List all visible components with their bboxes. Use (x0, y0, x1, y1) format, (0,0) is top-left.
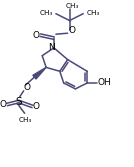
Text: S: S (15, 97, 22, 107)
Text: O: O (69, 26, 76, 35)
Text: N: N (49, 43, 55, 52)
Text: O: O (0, 100, 7, 109)
Text: O: O (23, 83, 30, 92)
Text: CH₃: CH₃ (19, 117, 32, 123)
Text: OH: OH (98, 77, 112, 87)
Text: CH₃: CH₃ (86, 10, 100, 16)
Text: CH₃: CH₃ (66, 3, 79, 9)
Text: CH₃: CH₃ (40, 10, 53, 16)
Polygon shape (33, 67, 46, 79)
Text: O: O (33, 31, 40, 40)
Text: O: O (33, 102, 40, 111)
